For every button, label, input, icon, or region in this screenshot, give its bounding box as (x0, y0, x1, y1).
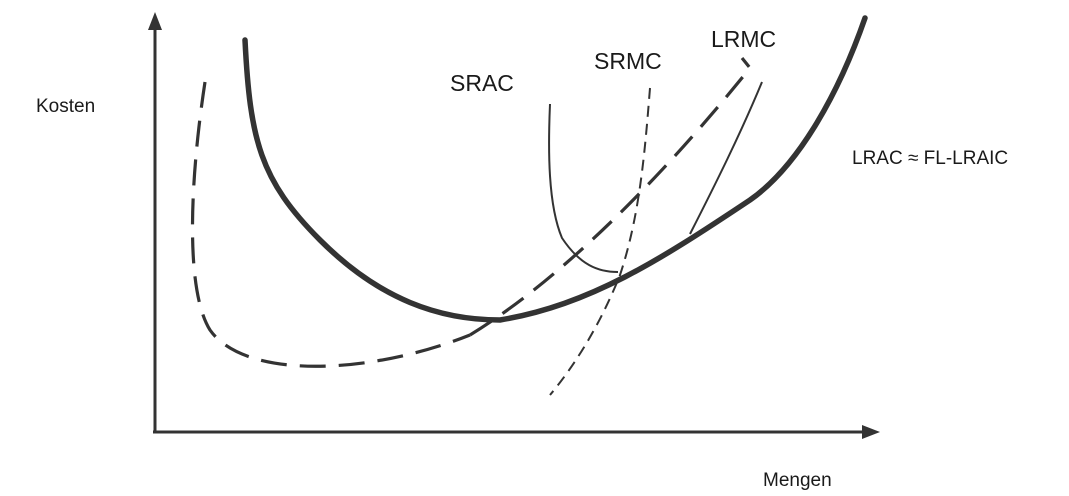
x-axis-label: Mengen (763, 470, 832, 491)
srac-curve (548, 103, 619, 273)
dashed-u-curve (190, 81, 471, 368)
x-axis-arrow-icon (862, 425, 880, 439)
y-axis-label: Kosten (36, 96, 96, 117)
lrmc-label: LRMC (711, 26, 777, 52)
y-axis-arrow-icon (148, 12, 162, 30)
srmc-label: SRMC (594, 48, 662, 74)
lrmc-curve (689, 81, 763, 235)
lrac-curve (242, 15, 868, 323)
lrac-label: LRAC ≈ FL-LRAIC (852, 148, 1009, 169)
srmc-curve (549, 87, 651, 396)
dashed-diagonal-curve (469, 57, 753, 337)
srac-label: SRAC (450, 70, 514, 96)
